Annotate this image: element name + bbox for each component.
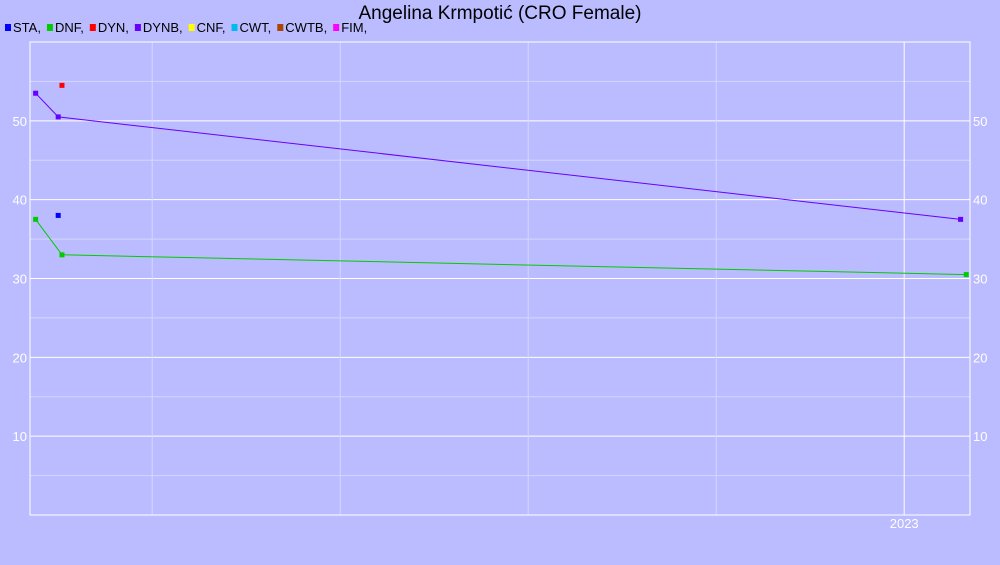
grid <box>30 42 970 515</box>
legend-swatch <box>231 24 238 31</box>
chart-title: Angelina Krmpotić (CRO Female) <box>359 3 642 24</box>
data-point-dnf <box>59 252 65 258</box>
legend-label: CWT, <box>240 20 272 35</box>
legend-swatch <box>333 24 340 31</box>
legend-swatch <box>188 24 195 31</box>
axis-tick-labels: 10 10 20 20 30 30 40 40 50 50 2023 <box>13 114 988 531</box>
y-tick-label-left: 20 <box>13 350 27 365</box>
series-line-dynb <box>35 92 961 220</box>
legend-label: DNF, <box>55 20 84 35</box>
data-point-dynb <box>33 90 39 96</box>
y-tick-label-left: 10 <box>13 429 27 444</box>
legend: STA, DNF, DYN, DYNB, CNF, CWT, CWTB, FIM, <box>5 20 367 35</box>
legend-swatch <box>89 24 96 31</box>
series-line-dnf <box>35 219 967 276</box>
legend-label: DYN, <box>98 20 129 35</box>
y-tick-label-right: 20 <box>973 350 987 365</box>
legend-swatch <box>277 24 284 31</box>
y-tick-label-left: 30 <box>13 272 27 287</box>
data-point-dnf <box>963 272 969 278</box>
x-tick-label: 2023 <box>890 516 919 531</box>
legend-label: DYNB, <box>143 20 183 35</box>
y-tick-label-right: 50 <box>973 114 987 129</box>
y-tick-label-left: 40 <box>13 193 27 208</box>
series-layer <box>33 82 969 278</box>
y-tick-label-right: 30 <box>973 272 987 287</box>
legend-label: FIM, <box>341 20 367 35</box>
y-tick-label-left: 50 <box>13 114 27 129</box>
plot-frame <box>29 41 971 516</box>
data-point-dynb <box>55 114 61 120</box>
data-point-dynb <box>958 216 964 222</box>
legend-swatch <box>134 24 141 31</box>
y-tick-label-right: 10 <box>973 429 987 444</box>
data-point-dnf <box>33 216 39 222</box>
legend-label: CWTB, <box>285 20 327 35</box>
legend-label: STA, <box>13 20 41 35</box>
y-tick-label-right: 40 <box>973 193 987 208</box>
data-point-sta <box>55 212 61 218</box>
legend-swatch <box>5 24 11 31</box>
data-point-dyn <box>59 82 65 88</box>
legend-label: CNF, <box>197 20 226 35</box>
legend-swatch <box>46 24 53 31</box>
